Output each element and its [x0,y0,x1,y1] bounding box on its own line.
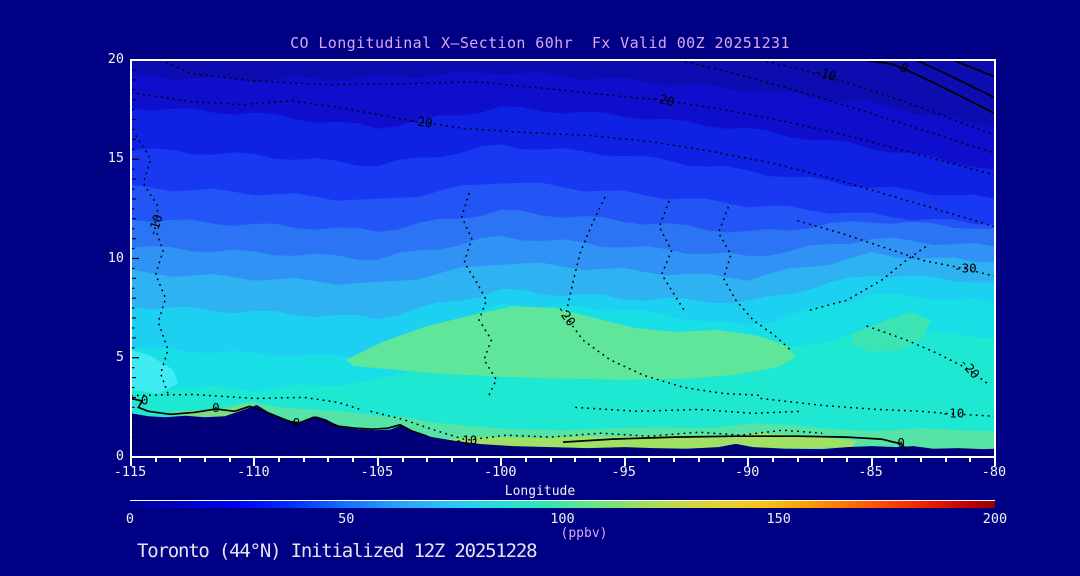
x-axis-tick [401,458,404,462]
contour-label: -10 [812,63,838,84]
x-axis-tick [796,458,799,462]
contour-label: -10 [144,212,165,238]
x-axis-tick [870,458,873,466]
x-axis-tick [722,458,725,462]
x-axis-tick [228,458,231,462]
x-axis-tick [130,458,132,466]
contour-label: 0 [141,393,149,408]
x-axis-title: Longitude [504,484,576,499]
plot-frame [130,59,996,458]
colorbar-tick-label: 50 [338,511,355,527]
colorbar-tick-label: 200 [982,511,1008,527]
x-axis-tick [302,458,305,462]
x-axis-tick [376,458,379,466]
x-axis-tick [919,458,922,462]
x-axis-tick [747,458,750,466]
mid-green-patch [345,306,795,380]
fill-bands [131,71,995,458]
contour-label: -20 [409,113,433,131]
x-axis-tick [154,458,157,462]
x-axis-tick [623,458,626,466]
y-tick-label: 5 [115,348,124,365]
x-axis-tick [845,458,848,462]
x-axis-tick [895,458,898,462]
x-axis-tick [599,458,602,462]
y-tick-label: 10 [107,249,124,266]
x-axis-tick [450,458,453,462]
x-tick-label: -80 [981,464,1007,480]
x-axis-tick [771,458,774,462]
colorbar-tick-label: 150 [766,511,791,527]
contour-label: 0 [293,415,301,430]
x-axis-tick [574,458,577,462]
surface-yellowgreen-band [444,433,857,450]
x-axis-tick [944,458,947,462]
init-caption: Toronto (44°N) Initialized 12Z 20251228 [137,540,538,562]
x-tick-label: -105 [360,464,394,480]
light-cyan-pocket [131,349,178,394]
x-axis-tick [821,458,824,462]
contour-label: 0 [897,435,905,450]
y-tick-label: 20 [107,51,124,67]
right-green-patch [851,312,931,352]
x-axis-tick [648,458,651,462]
contour-label: -10 [455,432,478,447]
x-axis-tick [994,458,996,466]
colorbar-tick-label: 0 [125,511,135,527]
x-axis-tick [204,458,207,462]
x-axis-tick [500,458,503,466]
x-axis-tick [426,458,429,462]
x-tick-label: -85 [858,464,883,480]
colorbar [130,500,995,508]
y-tick-label: 0 [115,448,124,464]
x-axis-tick [549,458,552,462]
x-axis-tick [278,458,281,462]
contour-lines [130,59,996,452]
x-axis-tick [697,458,700,462]
x-tick-label: -90 [734,464,760,480]
contour-label: -20 [650,90,676,110]
x-axis-tick [475,458,478,462]
colorbar-unit-label: (ppbv) [560,526,608,541]
y-tick-label: 15 [107,150,124,167]
contour-label: -10 [942,405,965,420]
x-axis-tick [524,458,527,462]
contour-label: -30 [954,260,977,275]
terrain-silhouette [131,405,995,457]
colorbar-tick-label: 100 [550,511,575,527]
x-tick-label: -95 [611,464,636,480]
x-axis-tick [253,458,256,466]
x-tick-label: -115 [113,464,147,480]
x-tick-label: -100 [484,464,517,480]
x-axis-tick [352,458,355,462]
contour-label: 0 [212,400,220,415]
x-axis-tick [673,458,676,462]
x-tick-label: -110 [237,464,270,480]
x-axis-tick [969,458,972,462]
x-axis-tick [327,458,330,462]
contour-plot: -10-20-20-10 0-30-20-10-20-100 000 [130,59,996,458]
plot-title: CO Longitudinal X—Section 60hr Fx Valid … [290,34,790,52]
x-axis-tick [179,458,182,462]
